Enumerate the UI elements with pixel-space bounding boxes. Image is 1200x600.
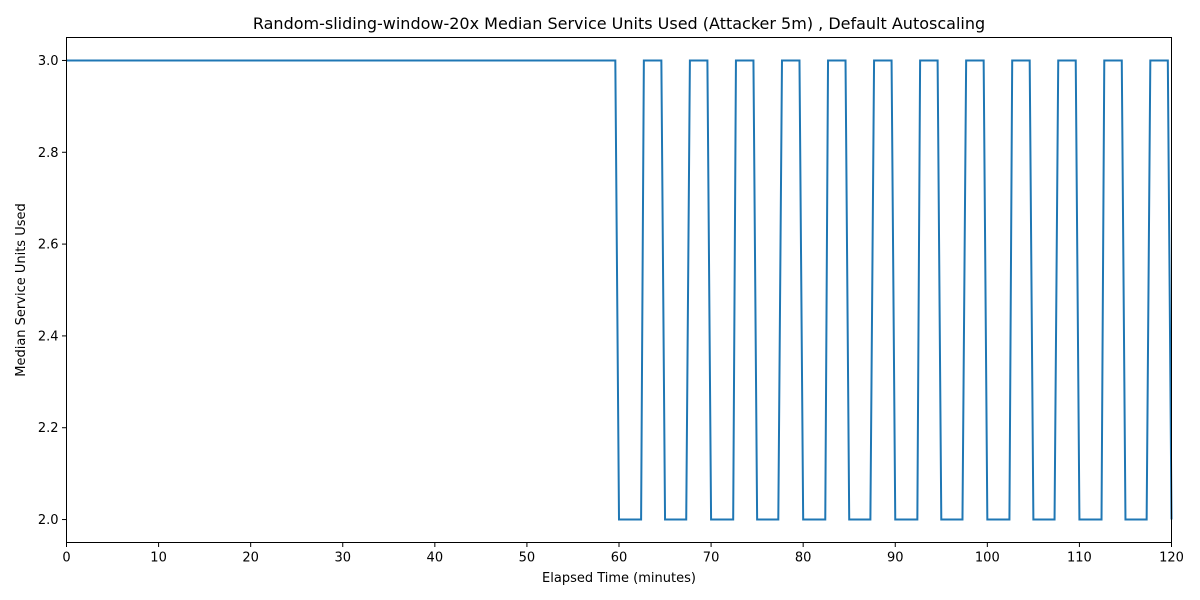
x-axis-label: Elapsed Time (minutes)	[542, 571, 696, 586]
x-tick-label: 50	[519, 551, 536, 566]
series-layer	[66, 59, 1173, 521]
x-tick-label: 110	[1067, 551, 1092, 566]
x-tick-label: 20	[242, 551, 259, 566]
chart-title: Random-sliding-window-20x Median Service…	[253, 14, 985, 33]
y-tick-label: 2.0	[38, 513, 59, 528]
y-tick-label: 2.8	[38, 146, 59, 161]
x-tick-label: 70	[703, 551, 720, 566]
x-tick-label: 60	[611, 551, 628, 566]
x-tick-label: 100	[975, 551, 1000, 566]
y-tick-label: 2.2	[38, 421, 59, 436]
series-line	[66, 59, 1173, 521]
x-tick-label: 10	[150, 551, 167, 566]
x-tick-label: 90	[887, 551, 904, 566]
x-tick-label: 120	[1159, 551, 1184, 566]
y-axis-ticks: 2.0 2.2 2.4 2.6 2.8 3.0	[38, 54, 67, 528]
y-tick-label: 2.4	[38, 329, 59, 344]
y-tick-label: 2.6	[38, 238, 59, 253]
plot-frame	[66, 37, 1172, 543]
x-tick-label: 30	[334, 551, 351, 566]
x-tick-label: 40	[427, 551, 444, 566]
x-tick-label: 0	[62, 551, 70, 566]
x-axis-ticks: 0 10 20 30 40 50 60 70 80 90 100 110 120	[62, 542, 1184, 566]
x-tick-label: 80	[795, 551, 812, 566]
y-tick-label: 3.0	[38, 54, 59, 69]
y-axis-label: Median Service Units Used	[14, 203, 29, 377]
